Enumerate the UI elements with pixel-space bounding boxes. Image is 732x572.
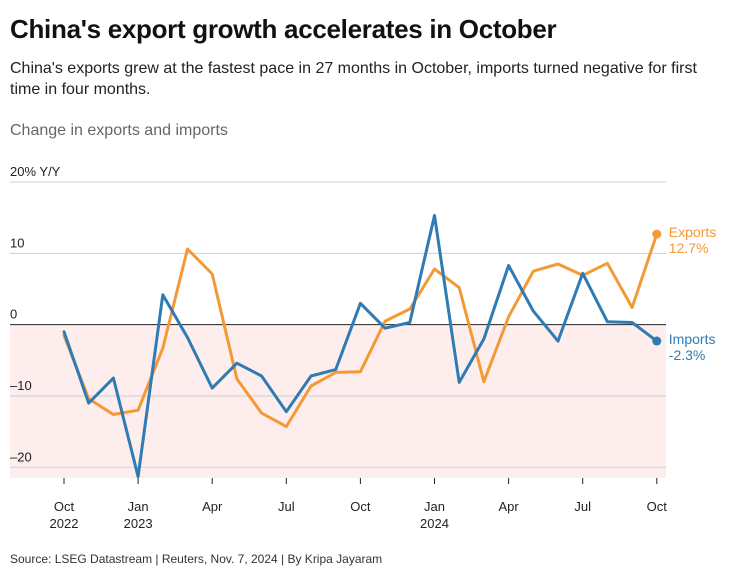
imports-line	[62, 214, 659, 479]
x-tick-label: Jan	[128, 499, 149, 514]
x-tick-label: Jul	[574, 499, 591, 514]
x-tick-label: Oct	[54, 499, 75, 514]
exports-end-value: 12.7%	[669, 240, 709, 256]
imports-end-marker	[652, 336, 662, 346]
source-note: Source: LSEG Datastream | Reuters, Nov. …	[10, 552, 383, 566]
x-tick-label: Oct	[350, 499, 371, 514]
chart-subtitle: China's exports grew at the fastest pace…	[10, 60, 697, 98]
chart-heading: Change in exports and imports	[10, 122, 228, 139]
imports-series-label: Imports	[669, 331, 716, 347]
x-tick-label: Apr	[202, 499, 223, 514]
y-tick-label: 10	[10, 235, 24, 250]
x-tick-label: Apr	[498, 499, 519, 514]
exports-end-marker	[652, 229, 662, 239]
y-tick-label: –20	[10, 449, 32, 464]
imports-end-value: -2.3%	[669, 347, 706, 363]
x-tick-label: Oct	[647, 499, 668, 514]
y-tick-label: –10	[10, 378, 32, 393]
x-tick-label: Jul	[278, 499, 295, 514]
x-tick-year-label: 2022	[50, 516, 79, 531]
x-tick-year-label: 2023	[124, 516, 153, 531]
x-tick-label: Jan	[424, 499, 445, 514]
negative-band	[10, 324, 666, 478]
y-tick-label: 20% Y/Y	[10, 164, 61, 179]
y-tick-label: 0	[10, 307, 17, 322]
line-chart: 20% Y/Y 10 0 –10 –20 Oct 2022 Jan 2023 Apr Jul Oct J…	[10, 164, 716, 531]
chart-title: China's export growth accelerates in Oct…	[10, 14, 557, 44]
x-tick-year-label: 2024	[420, 516, 449, 531]
exports-line	[62, 232, 659, 429]
exports-series-label: Exports	[669, 224, 716, 240]
